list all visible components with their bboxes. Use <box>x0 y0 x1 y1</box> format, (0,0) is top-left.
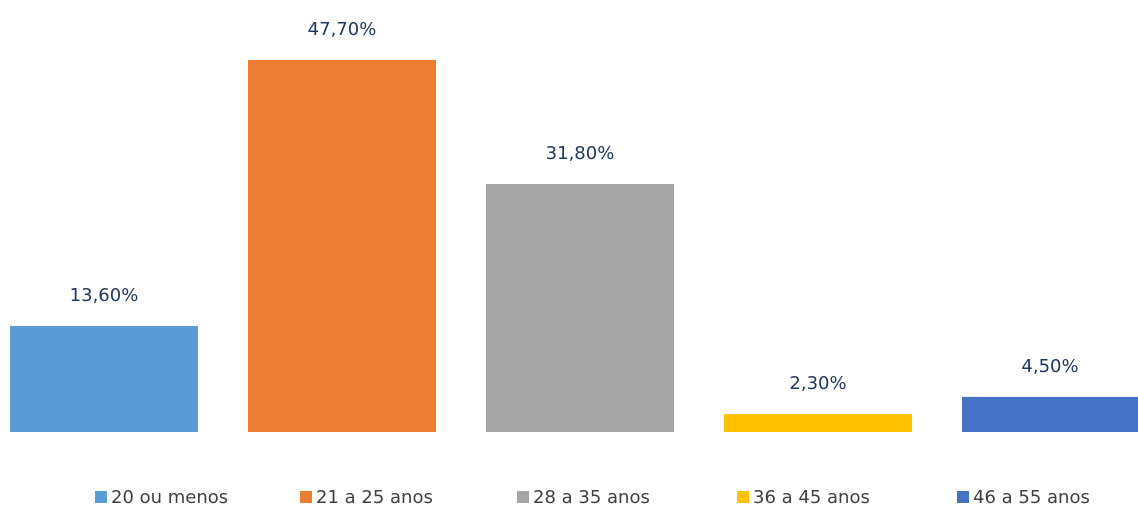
data-label: 47,70% <box>308 19 377 40</box>
legend-swatch <box>517 491 529 503</box>
data-label: 4,50% <box>1021 356 1078 377</box>
legend-label: 46 a 55 anos <box>973 487 1090 508</box>
legend-label: 28 a 35 anos <box>533 487 650 508</box>
legend-swatch <box>737 491 749 503</box>
bar <box>724 414 912 432</box>
legend-label: 20 ou menos <box>111 487 228 508</box>
legend-label: 36 a 45 anos <box>753 487 870 508</box>
legend-label: 21 a 25 anos <box>316 487 433 508</box>
bar <box>486 184 674 432</box>
bar <box>248 60 436 432</box>
bar <box>10 325 198 432</box>
data-label: 13,60% <box>70 285 139 306</box>
legend-swatch <box>957 491 969 503</box>
data-label: 2,30% <box>789 373 846 394</box>
data-label: 31,80% <box>546 143 615 164</box>
legend-swatch <box>300 491 312 503</box>
bar <box>962 396 1138 432</box>
legend-swatch <box>95 491 107 503</box>
